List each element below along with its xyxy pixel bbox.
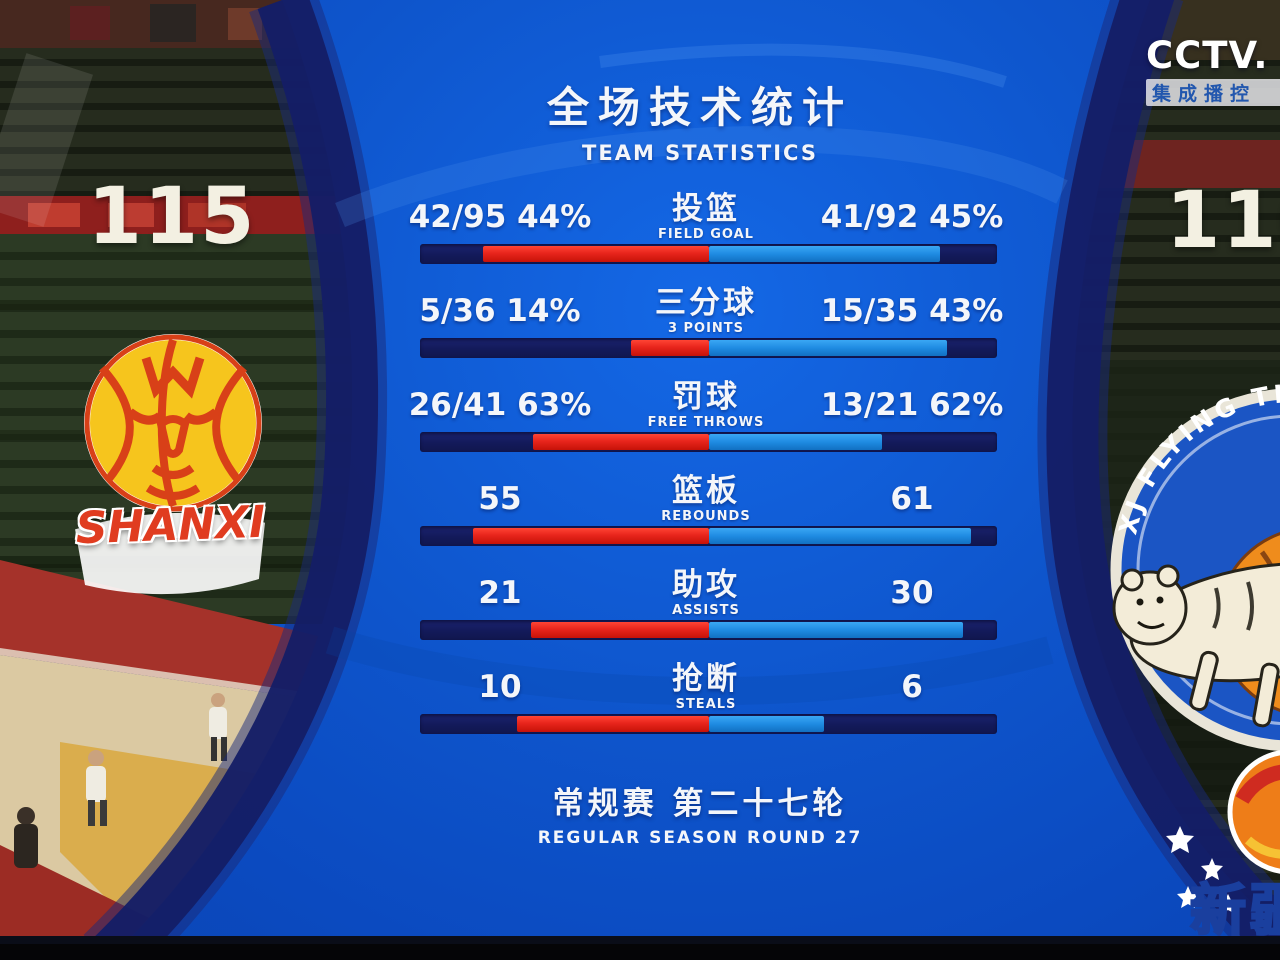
stat-label-cn: 罚球 [672, 378, 740, 415]
round-info-cn: 常规赛 第二十七轮 [552, 786, 848, 822]
page-title-en: TEAM STATISTICS [582, 141, 818, 165]
stat-bar-away [708, 528, 971, 544]
stat-right-value: 6 [901, 669, 923, 705]
stat-left-value: 21 [478, 575, 522, 611]
team-statistics-table: 42/95 44% 投篮 FIELD GOAL 41/92 45% 5/36 1… [400, 190, 1012, 754]
stat-bar-away [708, 340, 947, 356]
broadcast-control-badge: 集成播控 [1146, 79, 1280, 106]
stat-bar-home [532, 434, 709, 450]
screen-edge-shadow [0, 936, 1280, 946]
stat-left-value: 42/95 44% [408, 199, 592, 235]
stat-label-cn: 篮板 [672, 472, 740, 509]
stat-bar-track [420, 714, 997, 734]
stat-right-value: 61 [890, 481, 934, 517]
home-score: 115 [87, 172, 257, 262]
stat-row: 21 助攻 ASSISTS 30 [400, 566, 1012, 640]
title-block: 全场技术统计 TEAM STATISTICS [340, 74, 1060, 165]
stat-label: 抢断 STEALS [600, 660, 812, 712]
bezel-bar [0, 944, 1280, 960]
stat-bar-home [482, 246, 709, 262]
stat-values: 55 篮板 REBOUNDS 61 [400, 472, 1012, 526]
stat-label: 篮板 REBOUNDS [600, 472, 812, 524]
stat-row: 10 抢断 STEALS 6 [400, 660, 1012, 734]
stat-label: 罚球 FREE THROWS [600, 378, 812, 430]
away-score: 110 [1166, 176, 1280, 266]
stat-row: 5/36 14% 三分球 3 POINTS 15/35 43% [400, 284, 1012, 358]
stat-row: 42/95 44% 投篮 FIELD GOAL 41/92 45% [400, 190, 1012, 264]
stat-label: 三分球 3 POINTS [600, 284, 812, 336]
stat-label-cn: 投篮 [672, 190, 740, 227]
stat-label-en: 3 POINTS [667, 320, 745, 336]
stat-left-value: 55 [478, 481, 522, 517]
stat-label-en: FIELD GOAL [658, 226, 754, 242]
stat-label-en: REBOUNDS [661, 508, 751, 524]
stat-left-value: 10 [478, 669, 522, 705]
stat-bar-home [630, 340, 709, 356]
stat-label: 投篮 FIELD GOAL [600, 190, 812, 242]
round-info-block: 常规赛 第二十七轮 REGULAR SEASON ROUND 27 [340, 778, 1060, 848]
stat-bar-track [420, 526, 997, 546]
stat-bar-home [472, 528, 709, 544]
stat-bar-away [708, 246, 940, 262]
stat-label-en: ASSISTS [672, 602, 740, 618]
stat-bar-track [420, 432, 997, 452]
star-icons [1166, 826, 1238, 913]
stat-values: 21 助攻 ASSISTS 30 [400, 566, 1012, 620]
stat-row: 26/41 63% 罚球 FREE THROWS 13/21 62% [400, 378, 1012, 452]
stat-label: 助攻 ASSISTS [600, 566, 812, 618]
broadcast-control-badge-text: 集成播控 [1152, 83, 1257, 105]
stat-left-value: 26/41 63% [408, 387, 592, 423]
stat-label-cn: 三分球 [655, 284, 757, 321]
stat-right-value: 30 [890, 575, 934, 611]
corner-logo-partial [1227, 750, 1280, 874]
panel-sweep-1 [335, 126, 1068, 228]
stat-values: 5/36 14% 三分球 3 POINTS 15/35 43% [400, 284, 1012, 338]
page-title-cn: 全场技术统计 [546, 83, 853, 132]
stat-label-cn: 助攻 [672, 566, 740, 603]
shanxi-logo: SHANXI [58, 328, 283, 603]
stat-bar-away [708, 716, 824, 732]
stat-bar-away [708, 622, 963, 638]
stat-bar-home [516, 716, 709, 732]
stat-values: 10 抢断 STEALS 6 [400, 660, 1012, 714]
panel-sweep-3 [325, 626, 1054, 706]
panel-sweep-2 [599, 43, 1007, 88]
stat-bar-track [420, 620, 997, 640]
broadcaster-block: CCTV. 集成播控 [1146, 34, 1280, 106]
stat-values: 26/41 63% 罚球 FREE THROWS 13/21 62% [400, 378, 1012, 432]
stat-left-value: 5/36 14% [419, 293, 581, 329]
stat-right-value: 41/92 45% [820, 199, 1004, 235]
stat-right-value: 13/21 62% [820, 387, 1004, 423]
stat-right-value: 15/35 43% [820, 293, 1004, 329]
stat-bar-track [420, 338, 997, 358]
stat-bar-track [420, 244, 997, 264]
cctv-logo: CCTV. [1146, 34, 1269, 77]
shanxi-logo-text: SHANXI [74, 496, 267, 555]
stat-label-cn: 抢断 [672, 660, 740, 697]
stat-row: 55 篮板 REBOUNDS 61 [400, 472, 1012, 546]
tiger-logo-cn-text: 新疆 [1190, 879, 1280, 944]
stat-bar-home [530, 622, 709, 638]
stat-label-en: STEALS [675, 696, 737, 712]
round-info-en: REGULAR SEASON ROUND 27 [537, 828, 863, 848]
panel-curve-left [89, 0, 379, 960]
stat-values: 42/95 44% 投篮 FIELD GOAL 41/92 45% [400, 190, 1012, 244]
stat-bar-away [708, 434, 882, 450]
panel-curve-right [1046, 0, 1280, 960]
stat-label-en: FREE THROWS [647, 414, 765, 430]
